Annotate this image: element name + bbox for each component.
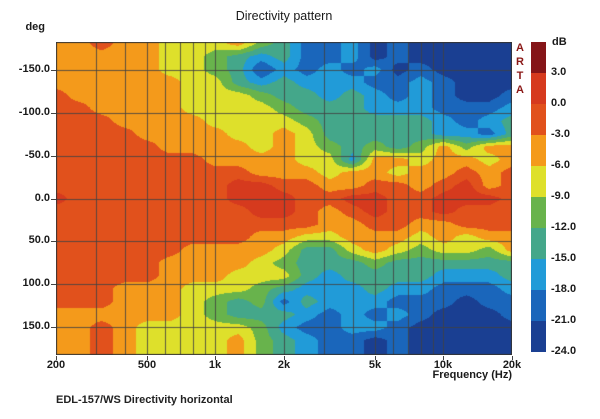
colorbar-tick-label: -18.0	[551, 283, 577, 295]
directivity-plot-area	[56, 42, 512, 355]
arta-watermark-letter: T	[516, 70, 524, 82]
arta-watermark-letter: A	[516, 42, 524, 54]
y-axis-tick-label: -100.0	[18, 106, 50, 118]
y-axis-tick	[51, 241, 56, 242]
footer-caption: EDL-157/WS Directivity horizontal	[56, 394, 233, 406]
y-axis-tick	[51, 284, 56, 285]
x-axis-tick	[56, 356, 57, 360]
y-axis-tick	[51, 199, 56, 200]
colorbar-unit-label: dB	[552, 36, 567, 48]
colorbar-segment	[531, 228, 546, 259]
colorbar-tick-label: -24.0	[551, 345, 577, 357]
y-axis-tick	[51, 113, 56, 114]
colorbar-segment	[531, 42, 546, 73]
x-axis-tick-label: 200	[46, 359, 66, 371]
y-axis-unit-label: deg	[25, 21, 45, 33]
colorbar-tick-label: -3.0	[551, 128, 570, 140]
x-axis-label: Frequency (Hz)	[432, 369, 512, 381]
colorbar-segment	[531, 166, 546, 197]
colorbar-segment	[531, 321, 546, 352]
directivity-contour-canvas	[56, 42, 512, 355]
y-axis-tick-label: 100.0	[22, 277, 50, 289]
colorbar-segment	[531, 73, 546, 104]
colorbar-segment	[531, 259, 546, 290]
x-axis-tick-label: 20k	[502, 359, 522, 371]
colorbar-tick-label: -12.0	[551, 221, 577, 233]
y-axis-tick-label: 0.0	[34, 192, 50, 204]
colorbar-tick-label: -9.0	[551, 190, 570, 202]
x-axis-tick	[284, 356, 285, 360]
arta-watermark-letter: A	[516, 84, 524, 96]
x-axis-tick	[215, 356, 216, 360]
colorbar-tick-label: 0.0	[551, 97, 567, 109]
chart-title: Directivity pattern	[235, 9, 333, 23]
y-axis-tick-label: 50.0	[28, 234, 50, 246]
x-axis-tick-label: 2k	[277, 359, 291, 371]
colorbar-segment	[531, 290, 546, 321]
y-axis-tick-label: 150.0	[22, 320, 50, 332]
y-axis-tick-label: -50.0	[24, 149, 50, 161]
x-axis-tick-label: 10k	[433, 359, 453, 371]
colorbar-tick-label: -15.0	[551, 252, 577, 264]
x-axis-tick-label: 5k	[368, 359, 382, 371]
colorbar-tick-label: -6.0	[551, 159, 570, 171]
x-axis-tick	[147, 356, 148, 360]
x-axis-tick-label: 500	[137, 359, 157, 371]
arta-watermark-letter: R	[516, 56, 524, 68]
x-axis-tick	[443, 356, 444, 360]
colorbar-segment	[531, 104, 546, 135]
colorbar-tick-label: 3.0	[551, 66, 567, 78]
x-axis-tick-label: 1k	[208, 359, 222, 371]
colorbar-segment	[531, 197, 546, 228]
y-axis-tick-label: -150.0	[18, 63, 50, 75]
colorbar-tick-label: -21.0	[551, 314, 577, 326]
x-axis-tick	[375, 356, 376, 360]
y-axis-tick	[51, 70, 56, 71]
y-axis-tick	[51, 327, 56, 328]
x-axis-tick	[512, 356, 513, 360]
colorbar	[531, 42, 546, 352]
y-axis-tick	[51, 156, 56, 157]
colorbar-segment	[531, 135, 546, 166]
